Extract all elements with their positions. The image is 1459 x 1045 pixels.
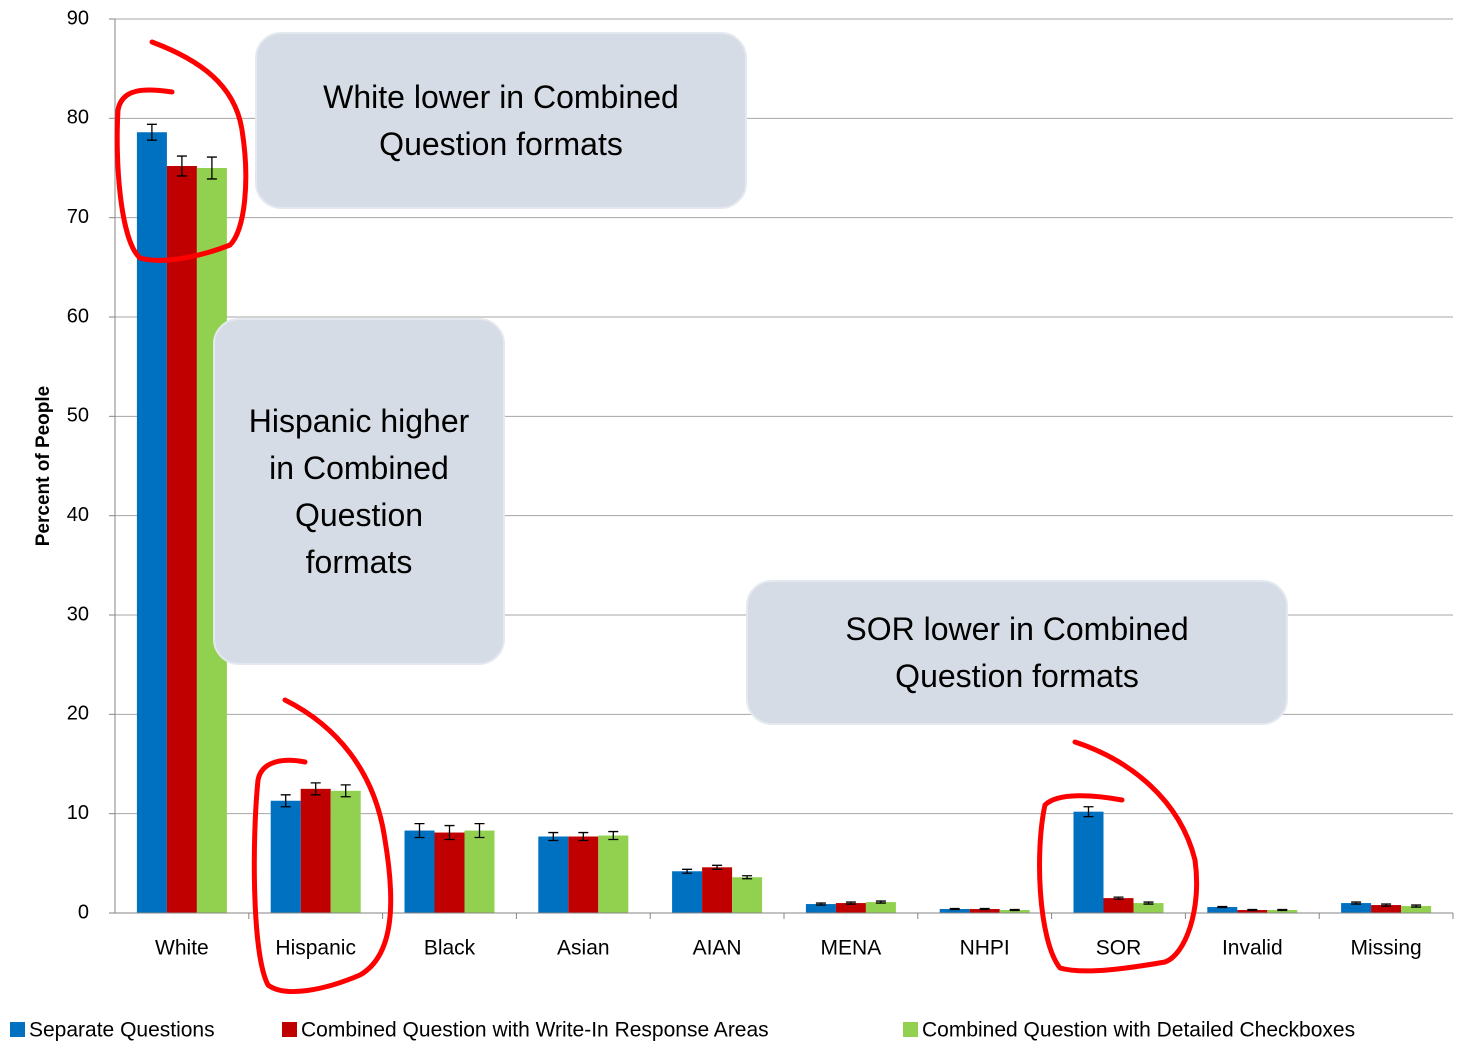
annotation: White lower in Combined Question formats bbox=[255, 32, 747, 209]
bar bbox=[1401, 906, 1432, 913]
legend-swatch bbox=[282, 1022, 297, 1037]
error-bar bbox=[548, 831, 559, 842]
x-tick-label: Missing bbox=[1351, 937, 1422, 960]
bar bbox=[672, 871, 703, 913]
legend-label: Separate Questions bbox=[29, 1019, 215, 1042]
error-bar bbox=[682, 868, 693, 874]
error-bar bbox=[1351, 901, 1362, 905]
bar bbox=[702, 867, 733, 913]
x-tick-label: White bbox=[155, 937, 209, 960]
error-bar bbox=[1247, 908, 1258, 912]
bar bbox=[1371, 905, 1402, 913]
bar bbox=[1073, 811, 1104, 913]
bar bbox=[969, 909, 1000, 913]
bar bbox=[166, 166, 197, 914]
error-bar bbox=[474, 822, 485, 839]
bar bbox=[568, 836, 599, 913]
y-tick-label: 90 bbox=[67, 7, 89, 29]
error-bar bbox=[1277, 908, 1288, 912]
annotation: SOR lower in Combined Question formats bbox=[746, 580, 1288, 725]
error-bar bbox=[845, 901, 856, 905]
error-bar bbox=[1009, 908, 1020, 912]
bar bbox=[434, 832, 465, 913]
legend-swatch bbox=[903, 1022, 918, 1037]
error-bar bbox=[1217, 905, 1228, 909]
y-tick-label: 20 bbox=[67, 703, 89, 725]
x-tick-label: NHPI bbox=[960, 937, 1010, 960]
bar bbox=[1267, 910, 1298, 913]
error-bar bbox=[979, 907, 990, 911]
y-tick-label: 80 bbox=[67, 107, 89, 129]
error-bar bbox=[949, 907, 960, 911]
x-tick-label: Black bbox=[424, 937, 476, 960]
error-bar bbox=[414, 822, 425, 839]
legend-label: Combined Question with Detailed Checkbox… bbox=[922, 1019, 1355, 1042]
error-bar bbox=[875, 900, 886, 904]
bar bbox=[865, 902, 896, 913]
error-bar bbox=[578, 831, 589, 842]
error-bar bbox=[608, 830, 619, 841]
bar bbox=[835, 903, 866, 913]
bar bbox=[136, 132, 167, 914]
bar bbox=[1237, 910, 1268, 913]
legend-label: Combined Question with Write-In Response… bbox=[301, 1019, 769, 1042]
bar bbox=[598, 835, 629, 913]
y-tick-label: 40 bbox=[67, 504, 89, 526]
x-tick-label: Hispanic bbox=[275, 937, 356, 960]
error-bar bbox=[712, 864, 723, 870]
y-tick-label: 10 bbox=[67, 802, 89, 824]
bar bbox=[732, 877, 763, 913]
bar bbox=[1207, 907, 1238, 913]
y-tick-label: 60 bbox=[67, 305, 89, 327]
error-bar bbox=[815, 902, 826, 906]
x-tick-label: Invalid bbox=[1222, 937, 1283, 960]
legend-swatch bbox=[10, 1022, 25, 1037]
y-tick-label: 30 bbox=[67, 603, 89, 625]
x-tick-label: MENA bbox=[821, 937, 882, 960]
x-tick-label: Asian bbox=[557, 937, 610, 960]
bar bbox=[1103, 898, 1134, 913]
annotation: Hispanic higher in Combined Question for… bbox=[213, 318, 505, 665]
error-bar bbox=[742, 875, 753, 880]
bar bbox=[538, 836, 569, 913]
error-bar bbox=[1381, 903, 1392, 907]
bar bbox=[939, 909, 970, 913]
y-axis-label: Percent of People bbox=[33, 386, 54, 547]
bar bbox=[805, 904, 836, 913]
y-tick-label: 50 bbox=[67, 405, 89, 427]
y-tick-label: 0 bbox=[78, 901, 89, 923]
bar bbox=[999, 910, 1030, 913]
bar bbox=[464, 830, 495, 913]
error-bar bbox=[1411, 904, 1422, 908]
error-bar bbox=[444, 824, 455, 841]
bar bbox=[404, 830, 435, 913]
x-tick-label: SOR bbox=[1096, 937, 1142, 960]
bar bbox=[1341, 903, 1372, 913]
y-tick-label: 70 bbox=[67, 206, 89, 228]
x-tick-label: AIAN bbox=[693, 937, 742, 960]
bar bbox=[300, 788, 331, 913]
bar bbox=[270, 800, 301, 913]
bar bbox=[330, 790, 361, 913]
